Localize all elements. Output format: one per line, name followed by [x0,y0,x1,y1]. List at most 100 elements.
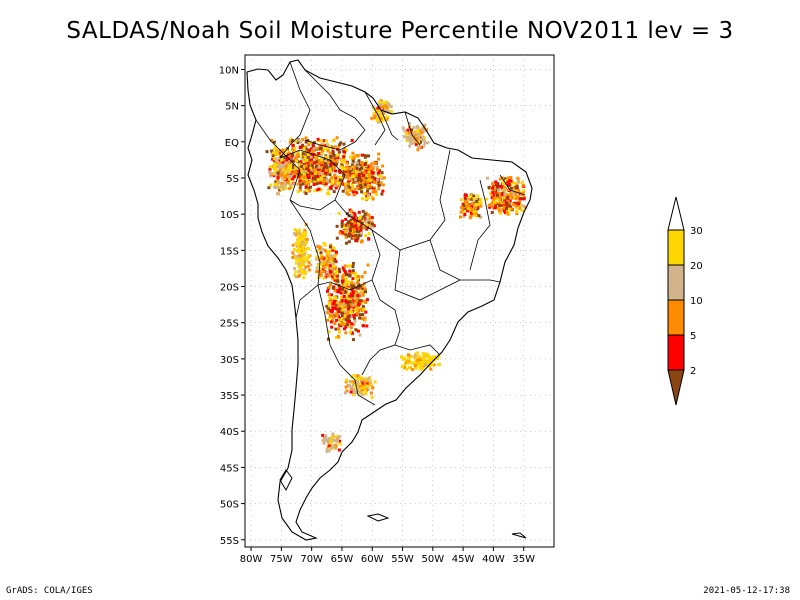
shading-cell [298,261,302,265]
shading-cell [420,356,424,360]
shading-cell [311,144,315,148]
shading-cell [521,204,525,208]
shading-cell [465,204,469,208]
shading-cell [379,117,383,121]
shading-cell [360,317,364,321]
shading-cell [342,174,345,177]
shading-cell [495,206,499,210]
shading-cell [305,178,309,182]
shading-cell [325,304,329,308]
shading-cell [320,262,324,266]
shading-cell [336,153,340,157]
shading-cell [288,140,292,144]
shading-cell [316,178,320,182]
shading-cell [479,197,483,201]
shading-cell [505,211,509,215]
shading-cell [335,272,339,276]
legend-label-2: 2 [690,366,696,377]
shading-cell [332,146,336,150]
shading-cell [334,335,338,339]
shading-cell [342,317,346,321]
shading-cell [404,132,408,135]
shading-cell [360,381,364,385]
shading-cell [303,156,307,160]
shading-cell [337,267,341,271]
shading-cell [358,153,362,157]
shading-cell [497,188,501,192]
shading-cell [348,155,352,159]
shading-cell [428,364,432,368]
shading-cell [281,149,285,153]
shading-cell [471,205,475,209]
shading-cell [493,200,497,204]
shading-cell [304,192,308,195]
shading-cell [376,182,380,186]
shading-cell [350,272,354,275]
shading-cell [330,274,334,278]
shading-cell [350,234,354,237]
shading-cell [368,175,371,178]
shading-cell [301,237,305,241]
shading-cell [491,190,495,194]
shading-cell [366,178,370,182]
shading-cell [343,270,347,274]
shading-cell [310,151,314,155]
shading-cell [373,116,377,120]
shading-cell [272,157,276,161]
shading-cell [407,366,411,370]
shading-cell [321,247,325,251]
shading-cell [357,303,361,307]
footer-timestamp: 2021-05-12-17:38 [703,586,790,596]
shading-cell [359,179,363,183]
lat-label: 40S [220,427,239,438]
shading-cell [323,437,327,441]
shading-cell [351,290,355,294]
shading-cell [415,362,419,366]
shading-cell [360,376,364,380]
shading-cell [385,100,389,104]
shading-cell [301,258,305,262]
shading-cell [346,300,350,304]
shading-cell [405,137,409,140]
shading-cell [500,185,504,189]
shading-cell [322,180,326,184]
shading-cell [347,186,351,189]
shading-cell [329,155,333,158]
shading-cell [319,166,323,170]
shading-cell [343,287,347,291]
shading-cell [304,164,308,168]
shading-cell [297,231,301,235]
shading-cell [343,167,347,171]
shading-cell [351,292,355,296]
shading-cell [369,227,373,231]
shading-cell [348,233,352,237]
shading-cell [304,270,308,274]
shading-cell [353,222,357,225]
map-title: SALDAS/Noah Soil Moisture Percentile NOV… [66,18,734,44]
shading-cell [358,299,362,303]
shading-cell [375,110,379,114]
lat-label: 25S [220,319,239,330]
legend-segment-5-10 [667,299,685,336]
shading-cell [366,377,370,381]
shading-cell [293,139,297,143]
shading-cell [334,186,338,190]
shading-cell [388,104,392,108]
shading-cell [351,296,355,300]
legend-label-5: 5 [690,331,696,342]
shading-cell [400,355,403,359]
shading-cell [326,252,330,256]
shading-cell [297,160,301,164]
shading-cell [358,216,362,220]
shading-cell [381,111,385,115]
shading-cell [463,193,467,197]
shading-cell [352,314,356,318]
shading-cell [287,161,291,165]
shading-cell [326,306,330,310]
shading-cell [334,447,338,450]
shading-cell [341,231,345,235]
shading-cell [323,260,327,263]
shading-cell [336,184,340,188]
shading-cell [496,193,500,197]
lat-label: 30S [220,355,239,366]
